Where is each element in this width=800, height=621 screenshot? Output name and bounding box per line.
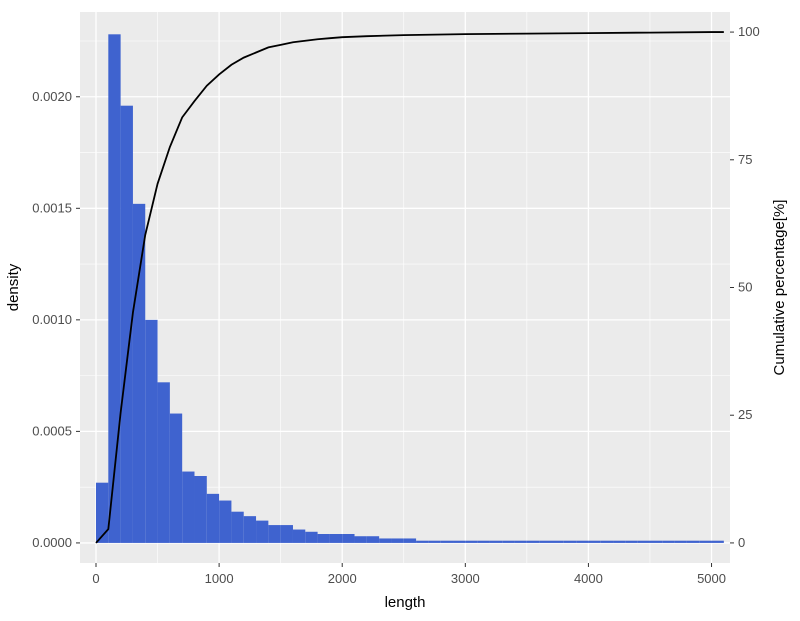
y-left-tick-label: 0.0000: [32, 535, 72, 550]
histogram-bar: [391, 538, 403, 542]
y-left-tick-label: 0.0015: [32, 200, 72, 215]
histogram-bar: [330, 534, 342, 543]
histogram-bar: [182, 472, 194, 543]
y-right-tick-label: 100: [738, 24, 760, 39]
histogram-bar: [96, 483, 108, 543]
histogram-bar: [478, 541, 490, 543]
histogram-bar: [502, 541, 514, 543]
histogram-bar: [256, 521, 268, 543]
histogram-bar: [441, 541, 453, 543]
histogram-bar: [539, 541, 551, 543]
density-cumulative-chart: 010002000300040005000length0.00000.00050…: [0, 0, 800, 621]
histogram-bar: [293, 530, 305, 543]
histogram-bar: [379, 538, 391, 542]
y-left-axis-label: density: [5, 263, 22, 311]
y-right-tick-label: 50: [738, 280, 752, 295]
histogram-bar: [428, 541, 440, 543]
x-tick-label: 1000: [205, 571, 234, 586]
histogram-bar: [145, 320, 157, 543]
histogram-bar: [244, 516, 256, 543]
histogram-bar: [133, 204, 145, 543]
histogram-bar: [515, 541, 527, 543]
x-tick-label: 4000: [574, 571, 603, 586]
histogram-bar: [675, 541, 687, 543]
histogram-bar: [170, 414, 182, 543]
y-axis-left: 0.0000 0.0005 0.0010 0.0015 0.0020 density: [5, 89, 80, 550]
y-right-tick-label: 0: [738, 535, 745, 550]
x-tick-label: 2000: [328, 571, 357, 586]
histogram-bar: [625, 541, 637, 543]
histogram-bar: [355, 536, 367, 543]
histogram-bar: [465, 541, 477, 543]
histogram-bar: [207, 494, 219, 543]
x-axis: 0 1000 2000 3000 4000 5000 length: [92, 563, 726, 611]
x-tick-label: 0: [92, 571, 99, 586]
histogram-bar: [194, 476, 206, 543]
y-axis-right: 0 25 50 75 100 Cumulative percentage[%]: [730, 24, 788, 550]
histogram-bar: [650, 541, 662, 543]
histogram-bar: [318, 534, 330, 543]
histogram-bar: [712, 541, 724, 543]
histogram-bar: [268, 525, 280, 543]
histogram-bar: [613, 541, 625, 543]
histogram-bar: [699, 541, 711, 543]
histogram-bar: [231, 512, 243, 543]
histogram-bar: [416, 541, 428, 543]
y-right-tick-label: 25: [738, 407, 752, 422]
histogram-bar: [588, 541, 600, 543]
histogram-bar: [367, 536, 379, 543]
y-right-tick-label: 75: [738, 152, 752, 167]
histogram-bar: [687, 541, 699, 543]
histogram-bar: [601, 541, 613, 543]
x-axis-label: length: [385, 594, 426, 611]
y-left-tick-label: 0.0010: [32, 312, 72, 327]
histogram-bar: [551, 541, 563, 543]
histogram-bar: [490, 541, 502, 543]
histogram-bar: [638, 541, 650, 543]
y-left-tick-label: 0.0005: [32, 423, 72, 438]
y-left-tick-label: 0.0020: [32, 89, 72, 104]
y-right-axis-label: Cumulative percentage[%]: [771, 200, 788, 376]
histogram-bar: [305, 532, 317, 543]
histogram-bar: [158, 382, 170, 543]
x-tick-label: 5000: [697, 571, 726, 586]
histogram-bar: [342, 534, 354, 543]
x-tick-label: 3000: [451, 571, 480, 586]
histogram-bar: [564, 541, 576, 543]
histogram-bar: [576, 541, 588, 543]
histogram-bar: [281, 525, 293, 543]
histogram-bar: [404, 538, 416, 542]
histogram-bar: [219, 501, 231, 543]
histogram-bar: [527, 541, 539, 543]
histogram-bar: [662, 541, 674, 543]
histogram-bar: [453, 541, 465, 543]
